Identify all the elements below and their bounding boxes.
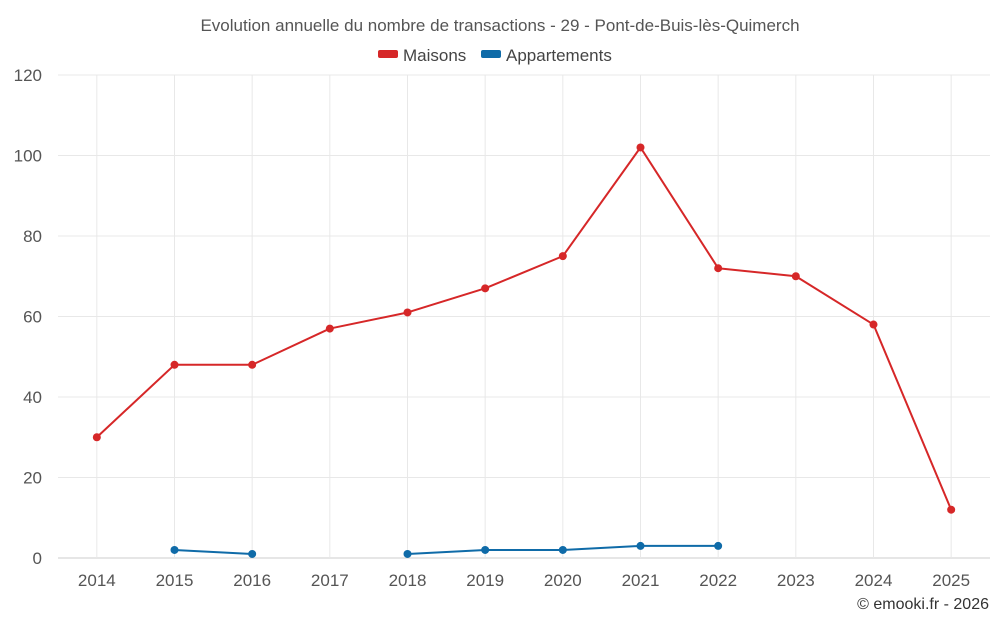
y-tick-label: 120 — [14, 66, 42, 85]
data-point-maisons-2021[interactable] — [636, 143, 645, 152]
series-line-maisons — [96, 146, 953, 511]
x-tick-label: 2014 — [78, 571, 116, 590]
x-axis: 2014 2015 2016 2017 2018 2019 2020 2021 2022 2023… — [78, 571, 970, 590]
legend-item-appartements[interactable]: Appartements — [481, 46, 612, 65]
y-tick-label: 0 — [33, 549, 42, 568]
x-tick-label: 2018 — [389, 571, 427, 590]
x-tick-label: 2017 — [311, 571, 349, 590]
data-point-maisons-2024[interactable] — [869, 320, 878, 329]
data-point-maisons-2014[interactable] — [92, 433, 101, 442]
credit: © emooki.fr - 2026 — [857, 596, 989, 613]
data-point-appartements-2021[interactable] — [636, 541, 645, 550]
x-tick-label: 2025 — [932, 571, 970, 590]
data-point-appartements-2015[interactable] — [170, 545, 179, 554]
legend-swatch-maisons — [378, 50, 398, 58]
data-point-maisons-2015[interactable] — [170, 360, 179, 369]
data-point-appartements-2016[interactable] — [248, 549, 257, 558]
data-point-maisons-2025[interactable] — [947, 505, 956, 514]
x-tick-label: 2020 — [544, 571, 582, 590]
legend-swatch-appartements — [481, 50, 501, 58]
grid — [58, 74, 990, 559]
data-point-appartements-2022[interactable] — [714, 541, 723, 550]
data-point-maisons-2022[interactable] — [714, 264, 723, 273]
y-tick-label: 20 — [23, 469, 42, 488]
series-line-appartements — [174, 548, 253, 555]
legend: Maisons Appartements — [378, 46, 612, 65]
y-tick-label: 40 — [23, 388, 42, 407]
data-point-maisons-2017[interactable] — [325, 324, 334, 333]
y-tick-label: 100 — [14, 147, 42, 166]
legend-label-maisons: Maisons — [403, 46, 466, 65]
x-tick-label: 2016 — [233, 571, 271, 590]
x-tick-label: 2021 — [622, 571, 660, 590]
y-axis: 0 20 40 60 80 100 120 — [14, 66, 42, 568]
series — [92, 143, 956, 558]
data-point-appartements-2018[interactable] — [403, 549, 412, 558]
data-point-appartements-2020[interactable] — [558, 545, 567, 554]
legend-item-maisons[interactable]: Maisons — [378, 46, 466, 65]
x-tick-label: 2022 — [699, 571, 737, 590]
data-point-maisons-2016[interactable] — [248, 360, 257, 369]
series-appartements — [170, 541, 723, 558]
x-tick-label: 2015 — [156, 571, 194, 590]
x-tick-label: 2023 — [777, 571, 815, 590]
chart-title: Evolution annuelle du nombre de transact… — [200, 16, 799, 35]
data-point-maisons-2019[interactable] — [481, 284, 490, 293]
legend-label-appartements: Appartements — [506, 46, 612, 65]
x-tick-label: 2019 — [466, 571, 504, 590]
series-maisons — [92, 143, 956, 514]
data-point-maisons-2023[interactable] — [791, 272, 800, 281]
y-tick-label: 80 — [23, 227, 42, 246]
data-point-maisons-2018[interactable] — [403, 308, 412, 317]
data-point-appartements-2019[interactable] — [481, 545, 490, 554]
x-tick-label: 2024 — [855, 571, 893, 590]
y-tick-label: 60 — [23, 308, 42, 327]
data-point-maisons-2020[interactable] — [558, 252, 567, 261]
